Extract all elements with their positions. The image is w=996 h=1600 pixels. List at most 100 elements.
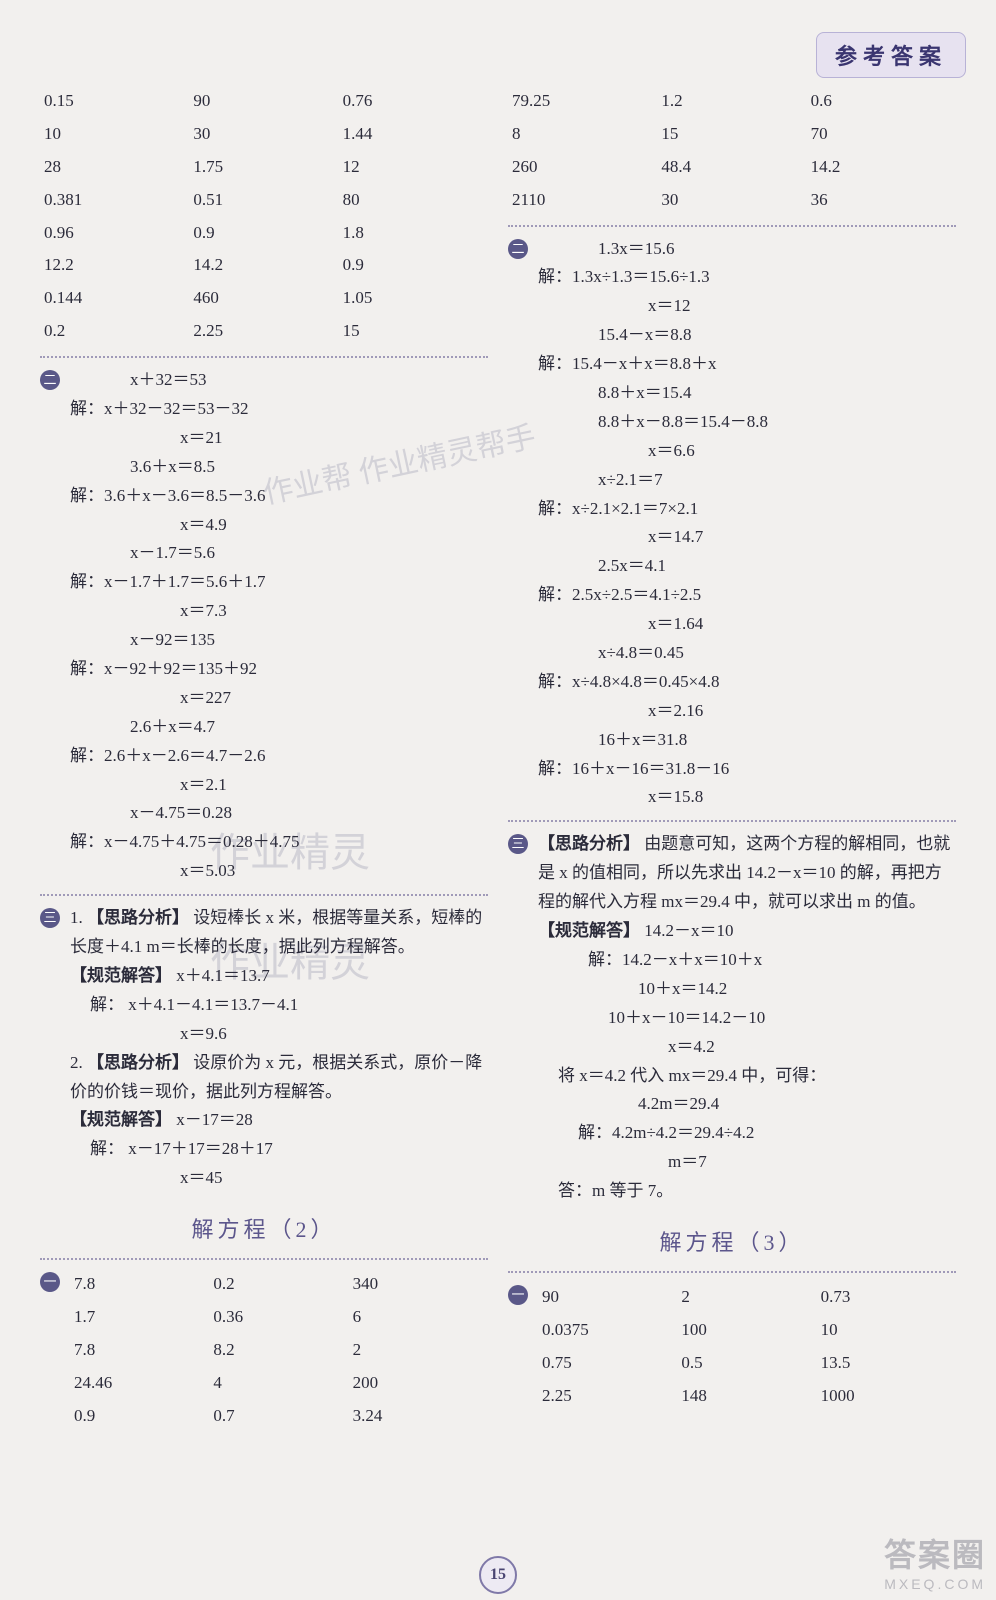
right-number-table-2: 9020.730.0375100100.750.513.52.251481000 bbox=[538, 1281, 956, 1413]
equation-line: 解：x＋32－32＝53－32 bbox=[70, 395, 488, 424]
table-row: 0.22.2515 bbox=[40, 315, 488, 348]
table-cell: 30 bbox=[189, 118, 338, 151]
equation-line: x＝2.1 bbox=[70, 771, 488, 800]
table-cell: 1.44 bbox=[339, 118, 488, 151]
table-row: 0.750.513.5 bbox=[538, 1347, 956, 1380]
table-cell: 30 bbox=[657, 184, 806, 217]
answer-label: 【规范解答】 bbox=[538, 921, 640, 940]
equation-line: x＝45 bbox=[70, 1164, 488, 1193]
table-cell: 1.8 bbox=[339, 217, 488, 250]
equation-line: 解： x－17＋17＝28＋17 bbox=[70, 1135, 488, 1164]
table-row: 26048.414.2 bbox=[508, 151, 956, 184]
table-cell: 8.2 bbox=[209, 1334, 348, 1367]
equation-line: x－92＝135 bbox=[70, 626, 488, 655]
table-cell: 14.2 bbox=[189, 249, 338, 282]
table-row: 0.037510010 bbox=[538, 1314, 956, 1347]
problem-number: 1. bbox=[70, 908, 83, 927]
page-number-badge: 15 bbox=[479, 1556, 517, 1594]
equation-line: 解：x－92＋92＝135＋92 bbox=[70, 655, 488, 684]
page-root: 参考答案 作业帮 作业精灵帮手 作业精灵 作业精灵 0.15900.761030… bbox=[0, 0, 996, 1600]
table-row: 10301.44 bbox=[40, 118, 488, 151]
right-section-2: 二 1.3x＝15.6解：1.3x÷1.3＝15.6÷1.3x＝1215.4－x… bbox=[508, 235, 956, 813]
table-cell: 7.8 bbox=[70, 1334, 209, 1367]
footer-brand: 答案圈 MXEQ.COM bbox=[884, 1530, 986, 1592]
table-cell: 148 bbox=[677, 1380, 816, 1413]
equation-line: x－1.7＝5.6 bbox=[70, 539, 488, 568]
equation-line: 解：3.6＋x－3.6＝8.5－3.6 bbox=[70, 482, 488, 511]
equation-line: x＝1.64 bbox=[538, 610, 956, 639]
equation-line: x＝2.16 bbox=[538, 697, 956, 726]
problem-2: 2. 【思路分析】 设原价为 x 元，根据关系式，原价－降价的价钱＝现价，据此列… bbox=[70, 1049, 488, 1107]
table-cell: 3.24 bbox=[349, 1400, 488, 1433]
table-cell: 1.7 bbox=[70, 1301, 209, 1334]
table-row: 1.70.366 bbox=[70, 1301, 488, 1334]
equation-line: 2.5x＝4.1 bbox=[538, 552, 956, 581]
analysis-label: 【思路分析】 bbox=[87, 1053, 189, 1072]
divider bbox=[508, 225, 956, 227]
divider bbox=[508, 820, 956, 822]
equation-line: 解：x÷4.8×4.8＝0.45×4.8 bbox=[538, 668, 956, 697]
table-cell: 0.75 bbox=[538, 1347, 677, 1380]
analysis-label: 【思路分析】 bbox=[538, 834, 640, 853]
equation-line: x＝4.2 bbox=[538, 1033, 956, 1062]
table-cell: 100 bbox=[677, 1314, 816, 1347]
table-cell: 12 bbox=[339, 151, 488, 184]
table-cell: 14.2 bbox=[807, 151, 956, 184]
section-title-solve-eq-2: 解方程（2） bbox=[40, 1211, 488, 1248]
problem-1: 1. 【思路分析】 设短棒长 x 米，根据等量关系，短棒的长度＋4.1 m＝长棒… bbox=[70, 904, 488, 962]
equation-line: 解： x＋4.1－4.1＝13.7－4.1 bbox=[70, 991, 488, 1020]
table-cell: 36 bbox=[807, 184, 956, 217]
equation-line: x÷4.8＝0.45 bbox=[538, 639, 956, 668]
table-cell: 7.8 bbox=[70, 1268, 209, 1301]
footer-brand-big: 答案圈 bbox=[884, 1530, 986, 1576]
table-cell: 200 bbox=[349, 1367, 488, 1400]
marker-icon: 一 bbox=[40, 1272, 60, 1292]
left-number-table-2: 7.80.23401.70.3667.88.2224.4642000.90.73… bbox=[70, 1268, 488, 1432]
table-cell: 0.96 bbox=[40, 217, 189, 250]
table-cell: 0.2 bbox=[209, 1268, 348, 1301]
divider bbox=[40, 894, 488, 896]
equation-line: 解：2.5x÷2.5＝4.1÷2.5 bbox=[538, 581, 956, 610]
equation-line: 解：14.2－x＋x＝10＋x bbox=[538, 946, 956, 975]
left-section-1b: 一 7.80.23401.70.3667.88.2224.4642000.90.… bbox=[40, 1268, 488, 1432]
table-cell: 1.75 bbox=[189, 151, 338, 184]
table-cell: 6 bbox=[349, 1301, 488, 1334]
analysis-block: 【思路分析】 由题意可知，这两个方程的解相同，也就是 x 的值相同，所以先求出 … bbox=[538, 830, 956, 917]
equation-line: 3.6＋x＝8.5 bbox=[70, 453, 488, 482]
equation-line: 答：m 等于 7。 bbox=[538, 1177, 956, 1206]
equation-line: 解：x－1.7＋1.7＝5.6＋1.7 bbox=[70, 568, 488, 597]
analysis-label: 【思路分析】 bbox=[87, 908, 189, 927]
table-row: 2.251481000 bbox=[538, 1380, 956, 1413]
table-row: 0.960.91.8 bbox=[40, 217, 488, 250]
answer-label: 【规范解答】 bbox=[70, 1110, 172, 1129]
right-column: 79.251.20.68157026048.414.221103036 二 1.… bbox=[498, 85, 966, 1555]
equation-line: 14.2－x＝10 bbox=[644, 921, 733, 940]
table-cell: 15 bbox=[657, 118, 806, 151]
header-pill: 参考答案 bbox=[816, 32, 966, 78]
equation-line: 解：x÷2.1×2.1＝7×2.1 bbox=[538, 495, 956, 524]
table-cell: 2110 bbox=[508, 184, 657, 217]
equation-line: x＝7.3 bbox=[70, 597, 488, 626]
equation-line: x＝4.9 bbox=[70, 511, 488, 540]
table-row: 0.3810.5180 bbox=[40, 184, 488, 217]
table-cell: 15 bbox=[339, 315, 488, 348]
right-section-1c: 一 9020.730.0375100100.750.513.52.2514810… bbox=[508, 1281, 956, 1413]
equation-line: 解：15.4－x＋x＝8.8＋x bbox=[538, 350, 956, 379]
equation-line: m＝7 bbox=[538, 1148, 956, 1177]
equation-line: x＝227 bbox=[70, 684, 488, 713]
equation-line: 解：4.2m÷4.2＝29.4÷4.2 bbox=[538, 1119, 956, 1148]
table-cell: 2.25 bbox=[538, 1380, 677, 1413]
table-cell: 0.144 bbox=[40, 282, 189, 315]
equation-line: x－4.75＝0.28 bbox=[70, 799, 488, 828]
equation-line: x＝6.6 bbox=[538, 437, 956, 466]
table-cell: 0.6 bbox=[807, 85, 956, 118]
table-cell: 0.9 bbox=[339, 249, 488, 282]
table-row: 12.214.20.9 bbox=[40, 249, 488, 282]
left-section-3: 三 1. 【思路分析】 设短棒长 x 米，根据等量关系，短棒的长度＋4.1 m＝… bbox=[40, 904, 488, 1193]
table-cell: 0.5 bbox=[677, 1347, 816, 1380]
table-cell: 48.4 bbox=[657, 151, 806, 184]
table-cell: 90 bbox=[189, 85, 338, 118]
table-cell: 70 bbox=[807, 118, 956, 151]
section-title-solve-eq-3: 解方程（3） bbox=[508, 1224, 956, 1261]
answer-block: 【规范解答】 14.2－x＝10 bbox=[538, 917, 956, 946]
